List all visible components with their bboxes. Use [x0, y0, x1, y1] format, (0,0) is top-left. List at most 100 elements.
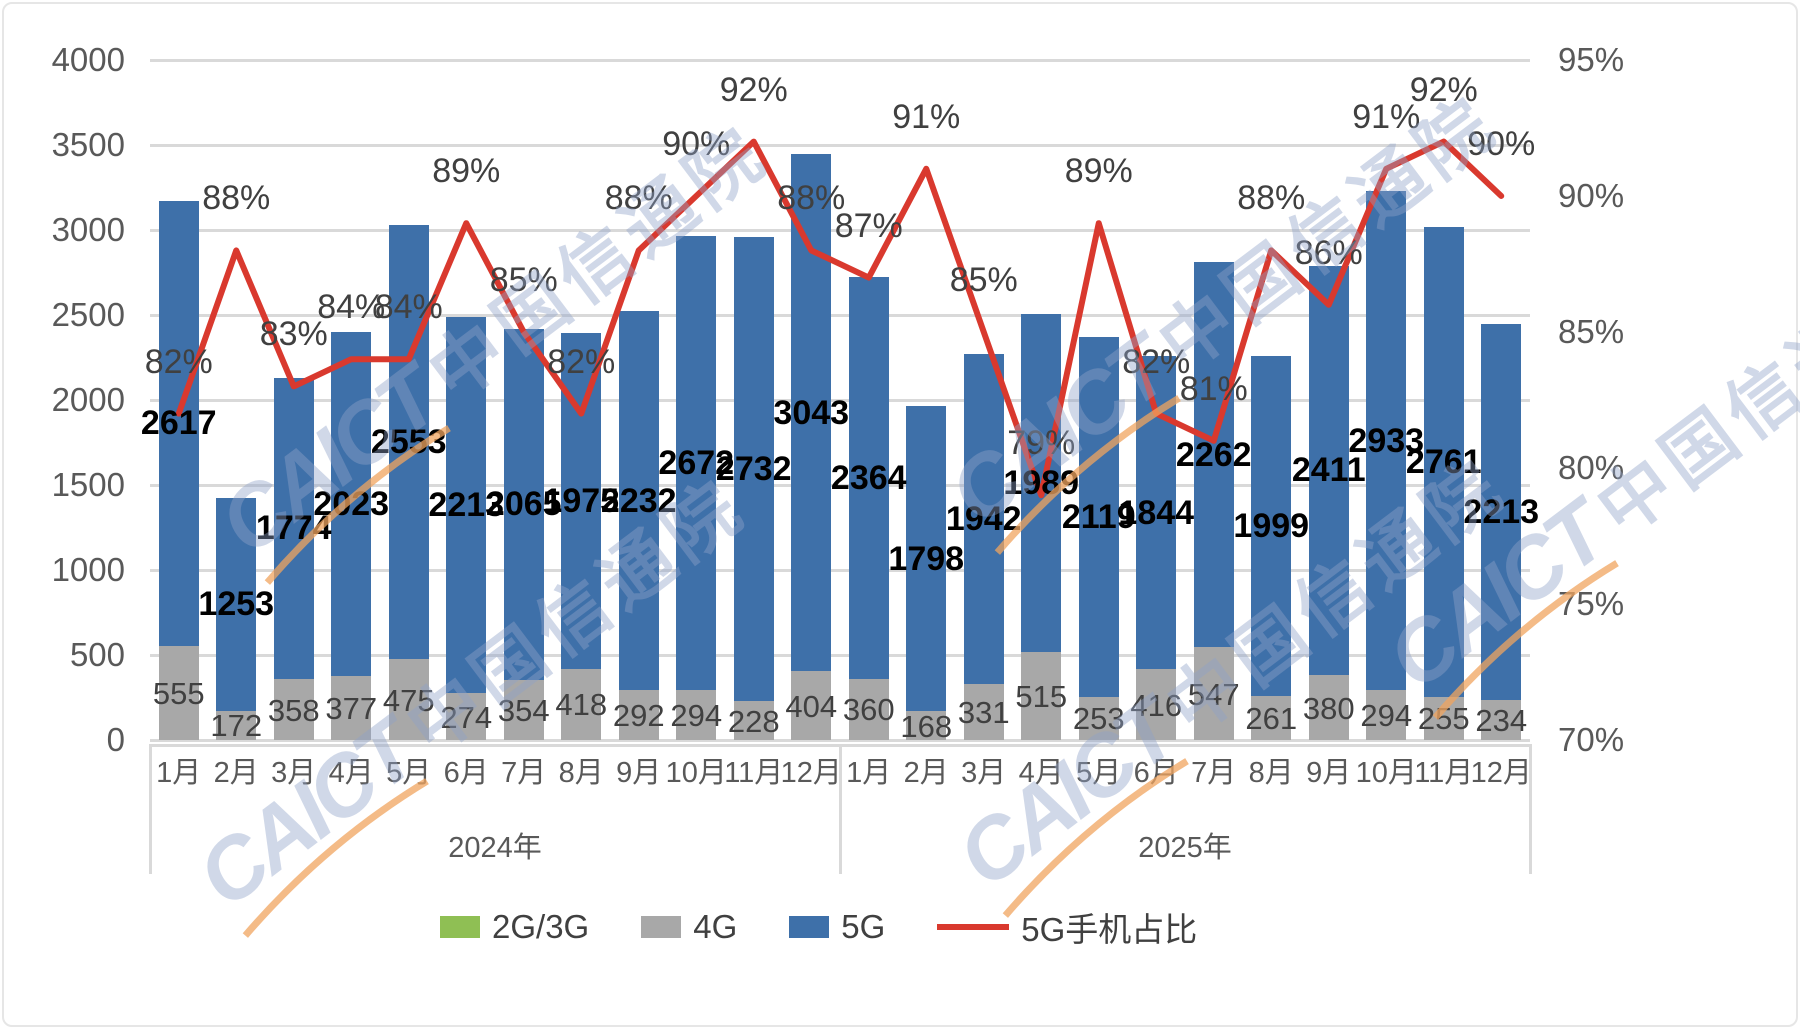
- data-label-5g: 2553: [370, 423, 447, 462]
- legend-color-swatch: [789, 916, 830, 938]
- right-axis-tick-label: 95%: [1558, 41, 1625, 78]
- left-axis-tick-label: 1000: [51, 551, 125, 588]
- percent-label: 87%: [834, 206, 903, 245]
- month-tick-label: 5月: [1076, 757, 1122, 789]
- data-label-4g: 294: [1360, 698, 1413, 733]
- left-axis-tick-label: 4000: [51, 41, 125, 78]
- year-separator-line: [149, 744, 152, 874]
- month-tick-label: 10月: [665, 757, 727, 789]
- bar-segment-4g: [618, 690, 659, 740]
- data-label-4g: 380: [1302, 690, 1355, 726]
- percent-label: 88%: [202, 179, 271, 218]
- data-label-4g: 377: [325, 690, 378, 726]
- percent-label: 85%: [489, 261, 558, 299]
- month-tick-label: 7月: [501, 757, 547, 789]
- data-label-4g: 172: [210, 708, 263, 744]
- month-tick-label: 9月: [616, 757, 662, 789]
- year-separator-line: [1529, 744, 1532, 874]
- year-group-label: 2025年: [1138, 832, 1232, 864]
- month-tick-label: 7月: [1191, 757, 1237, 789]
- bar-segment-4g: [791, 671, 832, 740]
- data-label-5g: 2617: [140, 404, 217, 443]
- bar-segment-4g: [1366, 690, 1407, 740]
- gridline: [150, 738, 1530, 742]
- data-label-5g: 3043: [773, 393, 850, 432]
- percent-label: 92%: [1409, 70, 1478, 109]
- month-tick-label: 5月: [386, 757, 432, 789]
- data-label-4g: 555: [152, 675, 205, 711]
- bar-segment-4g: [503, 679, 544, 740]
- percent-label: 82%: [1122, 342, 1191, 381]
- month-tick-label: 6月: [443, 757, 489, 789]
- legend: 2G/3G 4G 5G 5G手机占比: [440, 903, 1197, 951]
- month-tick-label: 4月: [1018, 757, 1064, 789]
- gridline: [150, 568, 1530, 572]
- percent-label: 82%: [547, 342, 616, 381]
- gridline: [150, 143, 1530, 147]
- legend-item-2g-3g: 2G/3G: [440, 908, 589, 946]
- bar-segment-5g: [216, 497, 257, 711]
- percent-label: 91%: [1352, 97, 1421, 136]
- data-label-4g: 515: [1015, 679, 1068, 715]
- data-label-4g: 228: [727, 703, 780, 739]
- bar-segment-4g: [1193, 647, 1234, 740]
- gridline: [150, 58, 1530, 62]
- percent-label: 88%: [604, 179, 673, 218]
- percent-label: 89%: [1064, 152, 1133, 191]
- percent-label: 83%: [259, 315, 328, 354]
- bar-segment-4g: [676, 690, 717, 740]
- month-tick-label: 8月: [558, 757, 604, 789]
- bar-segment-4g: [906, 711, 947, 740]
- month-tick-label: 4月: [328, 757, 374, 789]
- data-label-5g: 2364: [830, 458, 907, 497]
- data-label-5g: 2933: [1348, 421, 1425, 460]
- legend-label: 4G: [693, 908, 738, 945]
- bar-segment-4g: [561, 668, 602, 740]
- percent-label: 91%: [892, 97, 961, 136]
- data-label-4g: 360: [842, 692, 895, 728]
- bar-segment-4g: [1251, 695, 1292, 740]
- left-axis-tick-label: 3000: [51, 211, 125, 248]
- bar-segment-4g: [963, 683, 1004, 740]
- month-tick-label: 10月: [1355, 757, 1417, 789]
- data-label-4g: 294: [670, 698, 723, 733]
- percent-label: 88%: [777, 179, 846, 218]
- percent-label: 92%: [719, 70, 788, 109]
- bar-segment-4g: [1078, 696, 1119, 740]
- month-tick-label: 12月: [780, 757, 842, 789]
- data-label-5g: 2213: [1463, 493, 1540, 532]
- month-tick-label: 2月: [903, 757, 949, 789]
- bar-segment-4g: [733, 701, 774, 740]
- year-group-label: 2024年: [448, 832, 542, 864]
- bar-segment-4g: [446, 693, 487, 740]
- legend-label: 5G: [841, 908, 886, 945]
- percent-label: 85%: [949, 261, 1018, 299]
- percent-label: 88%: [1237, 179, 1306, 218]
- month-tick-label: 11月: [1414, 757, 1474, 789]
- month-tick-label: 11月: [724, 757, 784, 789]
- year-separator-line: [839, 744, 842, 874]
- data-label-4g: 234: [1475, 703, 1528, 739]
- data-label-4g: 547: [1187, 676, 1240, 712]
- percent-label: 90%: [662, 125, 731, 163]
- left-axis-tick-label: 2000: [51, 381, 125, 418]
- legend-item-5g: 5G: [789, 908, 885, 946]
- bar-segment-4g: [331, 675, 372, 740]
- month-tick-label: 2月: [213, 757, 259, 789]
- data-label-5g: 1975: [543, 482, 620, 521]
- legend-color-swatch: [641, 916, 682, 938]
- data-label-5g: 1798: [888, 539, 965, 578]
- bar-segment-4g: [1136, 669, 1177, 740]
- data-label-4g: 404: [785, 688, 838, 724]
- data-label-5g: 2672: [658, 443, 735, 482]
- data-label-5g: 2232: [600, 481, 677, 520]
- data-label-4g: 274: [440, 699, 493, 735]
- data-label-5g: 1253: [198, 585, 275, 624]
- legend-color-swatch: [440, 916, 480, 938]
- legend-item-5g-share: 5G手机占比: [937, 903, 1197, 951]
- data-label-5g: 1844: [1118, 493, 1195, 532]
- data-label-4g: 261: [1245, 700, 1298, 736]
- month-tick-label: 6月: [1133, 757, 1179, 789]
- data-label-5g: 2262: [1175, 435, 1252, 474]
- month-tick-label: 8月: [1248, 757, 1294, 789]
